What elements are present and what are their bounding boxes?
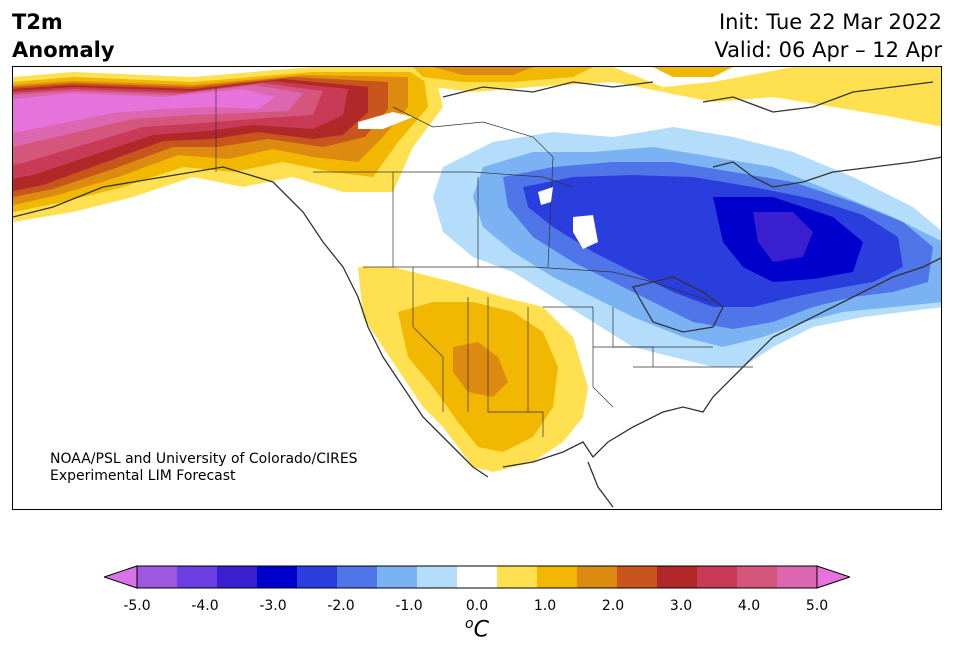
- coastlines: [13, 81, 941, 508]
- colorbar-cell: [537, 566, 578, 588]
- warm-anomaly-alaska: [13, 67, 443, 222]
- colorbar-cell: [377, 566, 418, 588]
- colorbar-tick-label: 1.0: [533, 598, 557, 614]
- colorbar-cell: [177, 566, 218, 588]
- map-canvas: [13, 67, 941, 508]
- map-title: T2m Anomaly: [12, 8, 115, 64]
- colorbar-cell: [657, 566, 698, 588]
- colorbar-cell: [257, 566, 298, 588]
- colorbar: [102, 564, 852, 594]
- title-line-2: Anomaly: [12, 38, 115, 62]
- lakes: [358, 112, 598, 249]
- cold-anomaly-canada: [433, 127, 941, 367]
- colorbar-arrow-low: [102, 565, 138, 589]
- colorbar-cell: [297, 566, 338, 588]
- warm-anomaly-southwest: [358, 267, 588, 472]
- colorbar-cell: [777, 566, 818, 588]
- colorbar-scale: [102, 565, 852, 589]
- anomaly-map: NOAA/PSL and University of Colorado/CIRE…: [12, 66, 942, 510]
- colorbar-tick-label: -3.0: [259, 598, 287, 614]
- forecast-credit: NOAA/PSL and University of Colorado/CIRE…: [50, 451, 358, 485]
- colorbar-cell: [457, 566, 498, 588]
- forecast-dates: Init: Tue 22 Mar 2022 Valid: 06 Apr – 12…: [714, 8, 942, 64]
- valid-range: Valid: 06 Apr – 12 Apr: [714, 38, 942, 62]
- colorbar-cell: [617, 566, 658, 588]
- colorbar-tick-label: 2.0: [601, 598, 625, 614]
- colorbar-tick-label: -5.0: [123, 598, 151, 614]
- colorbar-tick-label: -4.0: [191, 598, 219, 614]
- colorbar-tick-label: -2.0: [327, 598, 355, 614]
- colorbar-tick-label: 4.0: [737, 598, 761, 614]
- colorbar-tick-label: 3.0: [669, 598, 693, 614]
- colorbar-cell: [697, 566, 738, 588]
- warm-anomaly-arctic: [403, 67, 941, 127]
- colorbar-tick-label: -1.0: [395, 598, 423, 614]
- unit-letter: C: [473, 617, 489, 643]
- init-date: Init: Tue 22 Mar 2022: [718, 10, 942, 34]
- unit-superscript: o: [465, 616, 474, 632]
- colorbar-border: [136, 565, 818, 589]
- colorbar-cell: [577, 566, 618, 588]
- colorbar-cell: [417, 566, 458, 588]
- colorbar-ticks: -5.0 -4.0 -3.0 -2.0 -1.0 0.0 1.0 2.0 3.0 4.0 5.0: [0, 598, 953, 618]
- title-line-1: T2m: [12, 10, 63, 34]
- colorbar-arrow-high: [816, 565, 852, 589]
- colorbar-tick-label: 0.0: [465, 598, 489, 614]
- credit-line-1: NOAA/PSL and University of Colorado/CIRE…: [50, 451, 358, 467]
- colorbar-tick-label: 5.0: [805, 598, 829, 614]
- credit-line-2: Experimental LIM Forecast: [50, 468, 236, 484]
- colorbar-cell: [737, 566, 778, 588]
- colorbar-cell: [337, 566, 378, 588]
- political-borders: [215, 87, 753, 437]
- colorbar-unit: oC: [465, 616, 489, 642]
- colorbar-cell: [217, 566, 258, 588]
- colorbar-cell: [497, 566, 538, 588]
- colorbar-cell: [137, 566, 178, 588]
